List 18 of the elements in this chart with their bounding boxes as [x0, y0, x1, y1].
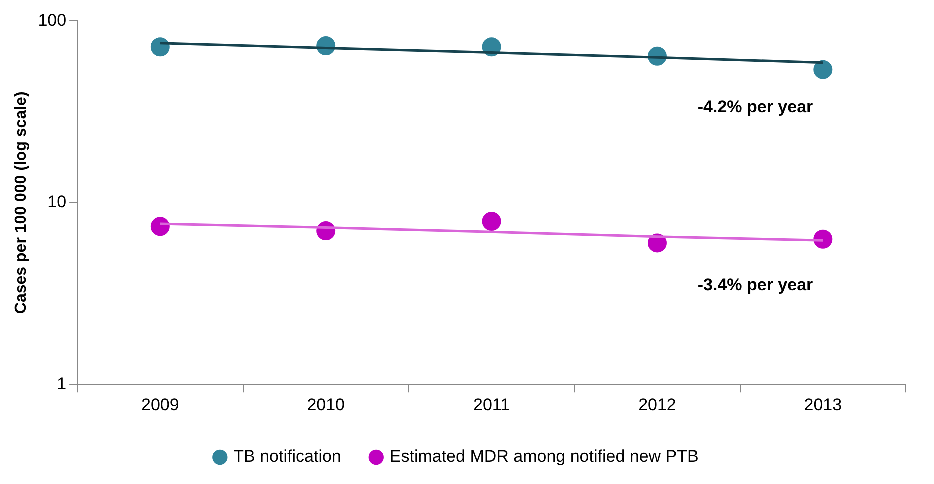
- y-tick-label: 10: [48, 192, 67, 212]
- annotation: -4.2% per year: [698, 98, 814, 117]
- y-tick-label: 100: [38, 10, 67, 30]
- x-tick-label: 2011: [474, 395, 510, 414]
- annotation: -3.4% per year: [698, 275, 814, 294]
- point: [814, 230, 833, 249]
- point: [150, 217, 170, 236]
- legend-label: TB notification: [234, 447, 342, 466]
- x-tick-label: 2012: [638, 395, 676, 414]
- legend-label: Estimated MDR among notified new PTB: [390, 447, 699, 466]
- point: [482, 212, 502, 231]
- y-tick-label: 1: [57, 374, 67, 394]
- x-tick-label: 2009: [141, 395, 180, 414]
- point: [814, 60, 833, 80]
- x-tick-label: 2010: [307, 395, 346, 414]
- x-tick-label: 2013: [804, 395, 842, 414]
- y-axis-title: Cases per 100 000 (log scale): [13, 92, 30, 314]
- point: [150, 38, 170, 57]
